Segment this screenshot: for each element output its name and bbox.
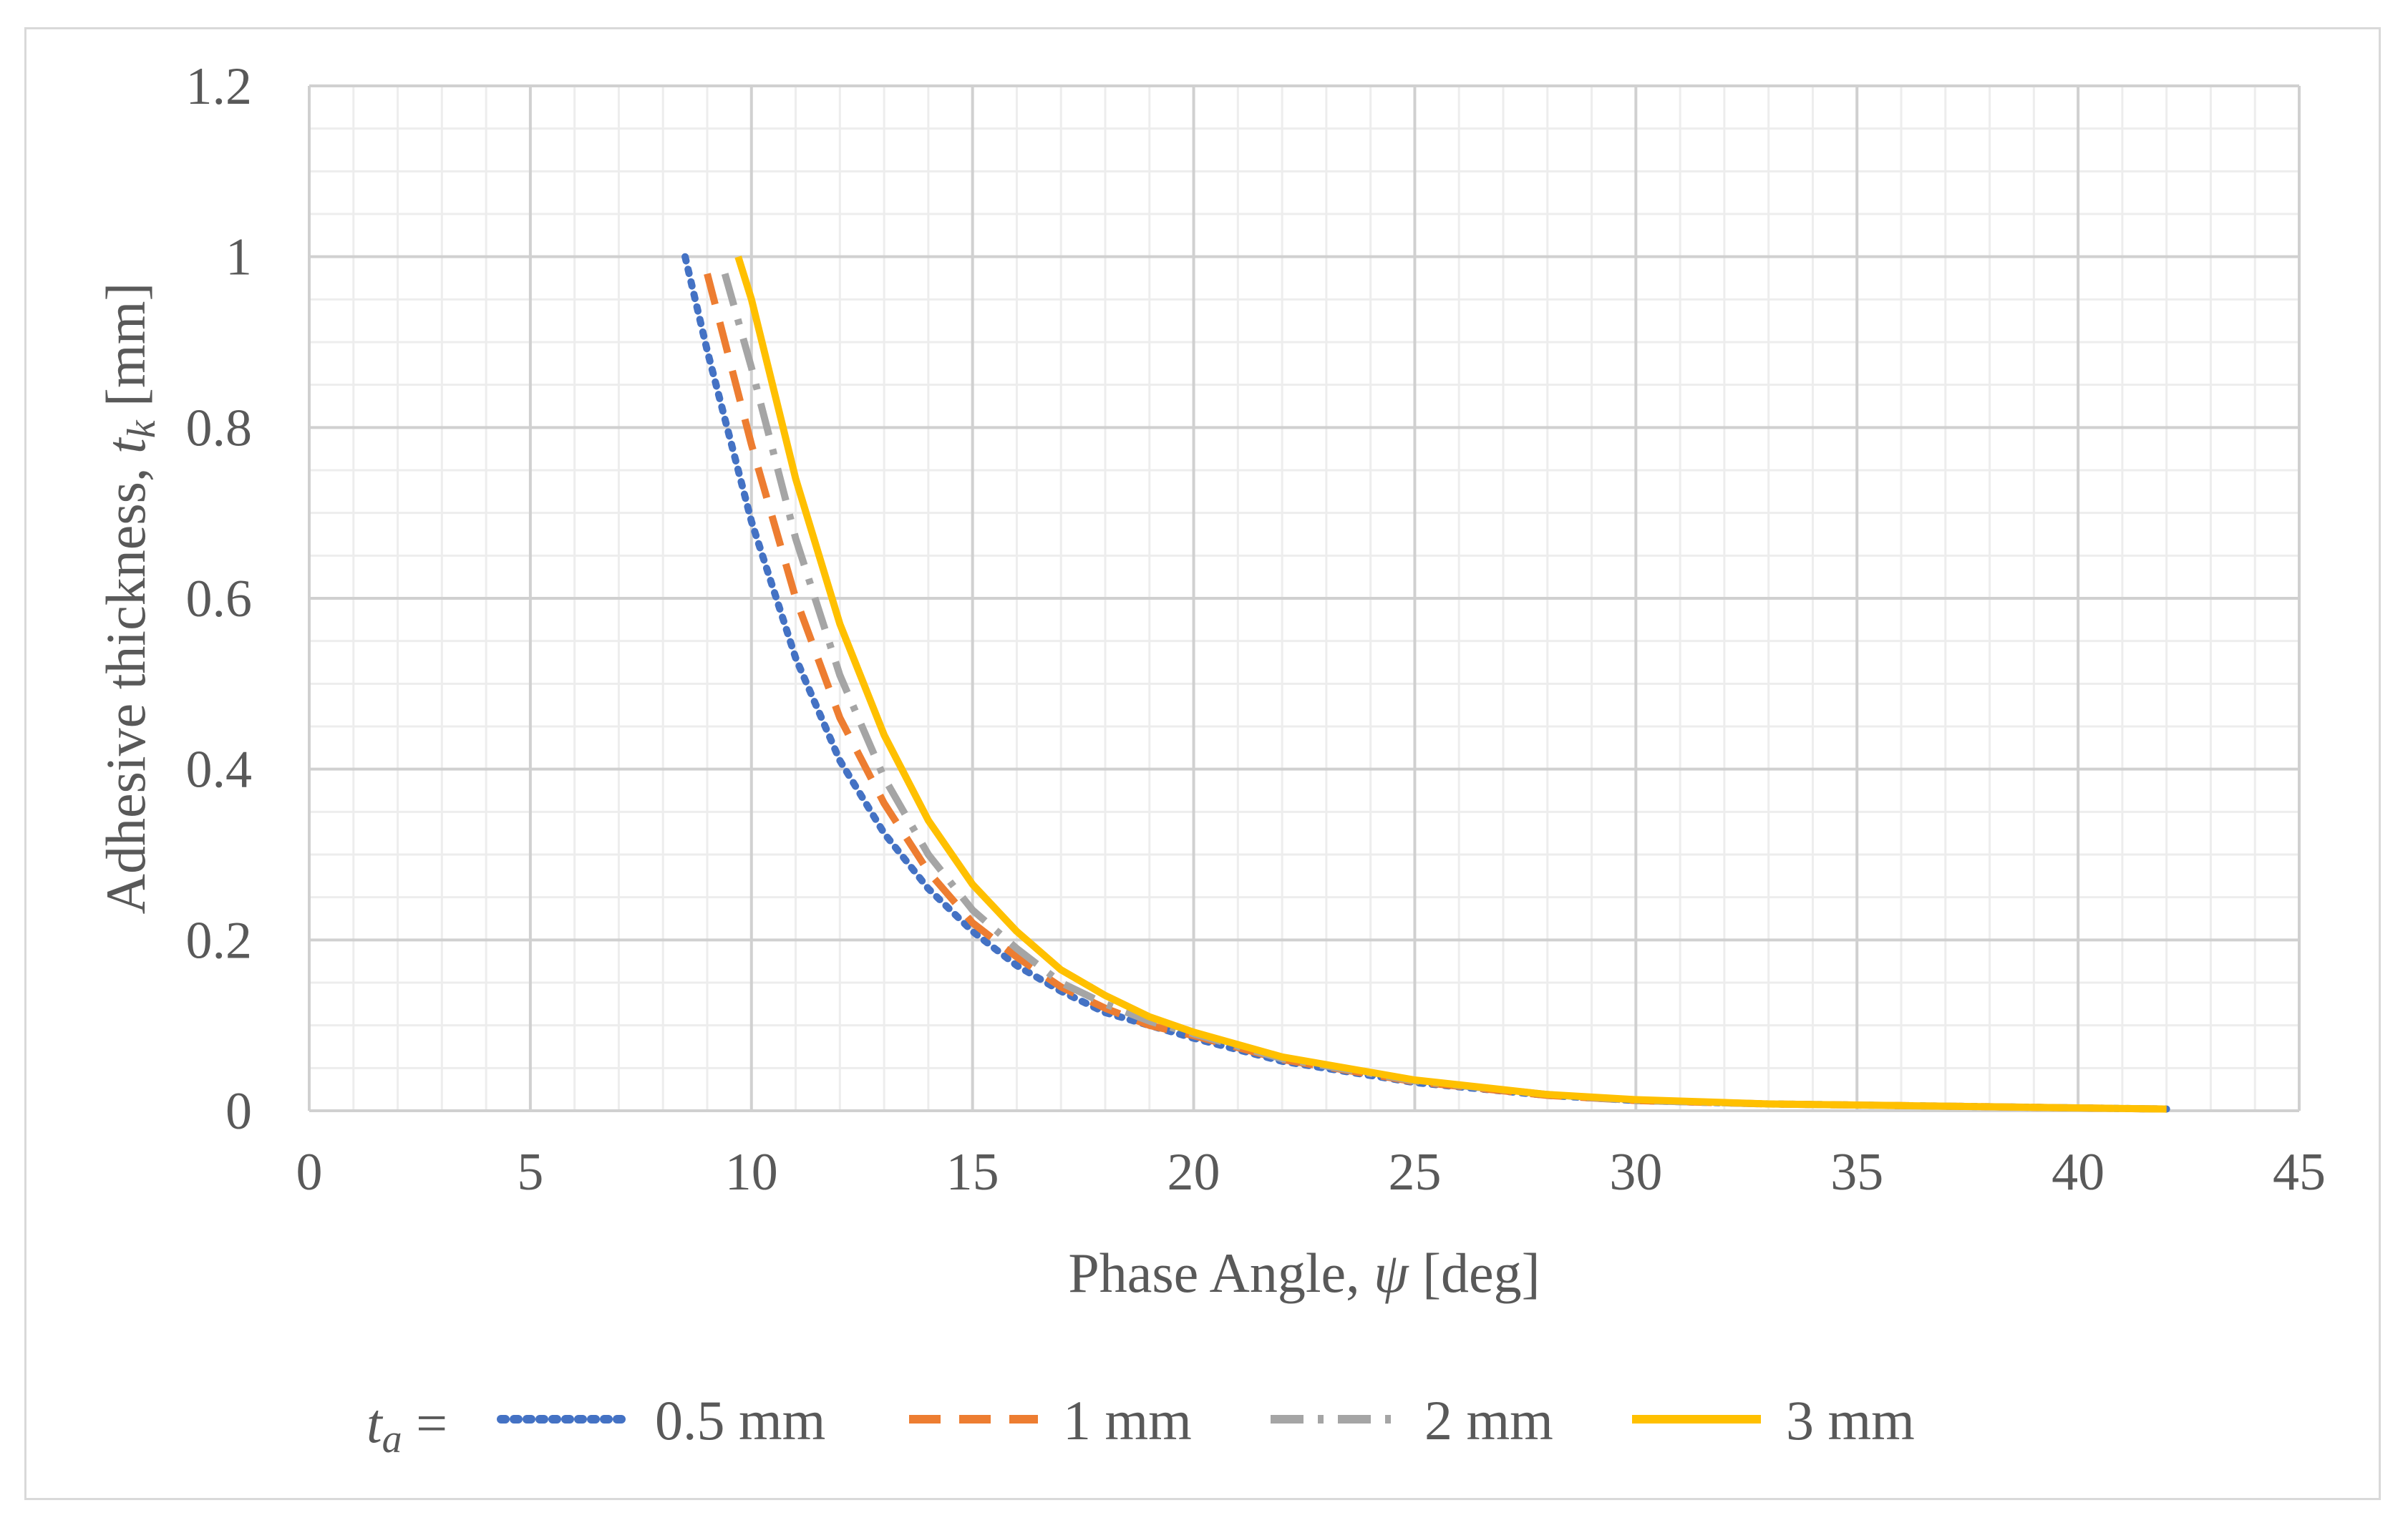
x-axis-tick-labels: 0 5 10 15 20 25 30 35 40 45 [296, 1143, 2326, 1202]
y-tick-label: 1 [225, 228, 252, 287]
y-axis-tick-labels: 0 0.2 0.4 0.6 0.8 1 1.2 [186, 57, 253, 1141]
legend-prefix: ta = [366, 1392, 447, 1461]
x-axis-title: Phase Angle, ψ [deg] [1068, 1242, 1540, 1304]
x-tick-label: 25 [1388, 1143, 1441, 1202]
x-tick-label: 5 [517, 1143, 543, 1202]
y-tick-label: 0.8 [186, 399, 253, 457]
y-axis-title: Adhesive thickness, tk [mm] [94, 283, 164, 915]
legend-label-1: 0.5 mm [655, 1389, 825, 1451]
legend: ta = 0.5 mm 1 mm 2 mm 3 mm [366, 1389, 1915, 1461]
y-tick-label: 0.6 [186, 570, 253, 628]
series-line-4 [734, 256, 2167, 1113]
y-tick-label: 1.2 [186, 57, 253, 116]
y-tick-label: 0.2 [186, 911, 253, 970]
y-tick-label: 0.4 [186, 741, 253, 799]
legend-label-2: 1 mm [1063, 1389, 1192, 1451]
legend-label-3: 2 mm [1424, 1389, 1553, 1451]
legend-label-4: 3 mm [1786, 1389, 1915, 1451]
x-tick-label: 20 [1167, 1143, 1220, 1202]
x-tick-label: 40 [2052, 1143, 2104, 1202]
x-tick-label: 35 [1830, 1143, 1883, 1202]
x-tick-label: 30 [1609, 1143, 1662, 1202]
major-gridlines [308, 84, 2301, 1112]
legend-entries: 0.5 mm 1 mm 2 mm 3 mm [497, 1389, 1915, 1451]
x-tick-label: 0 [296, 1143, 323, 1202]
x-tick-label: 15 [946, 1143, 999, 1202]
x-tick-label: 10 [725, 1143, 778, 1202]
y-tick-label: 0 [225, 1082, 252, 1141]
series-lines [681, 253, 2170, 1113]
x-tick-label: 45 [2273, 1143, 2326, 1202]
